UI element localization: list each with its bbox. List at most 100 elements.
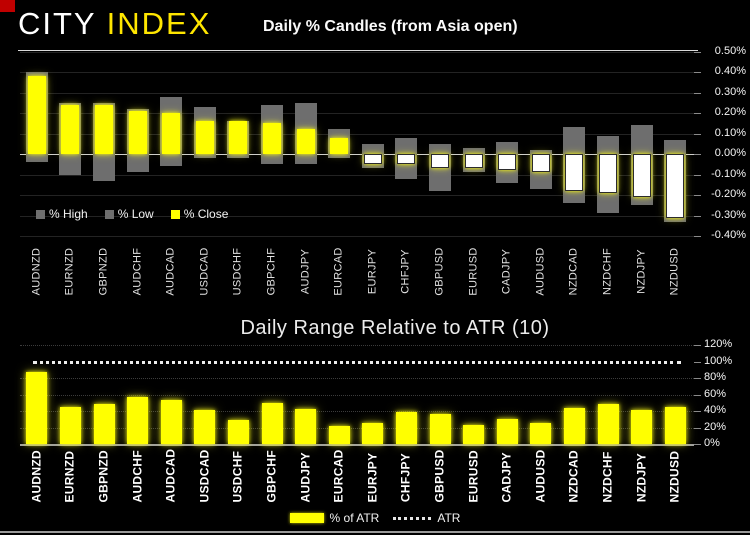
candle-low-bar xyxy=(25,154,48,163)
y-axis-tick xyxy=(694,215,701,217)
gridline xyxy=(20,133,694,135)
candle-close-bar xyxy=(27,76,46,154)
x-axis-label: NZDCAD xyxy=(566,450,581,503)
candle-close-bar xyxy=(162,113,181,154)
atr-percent-bar xyxy=(496,419,518,444)
candle-high-bar xyxy=(563,127,586,154)
x-axis-label: NZDUSD xyxy=(667,450,682,503)
candle-close-bar xyxy=(128,110,147,154)
zero-gridline xyxy=(20,154,694,155)
legend-swatch xyxy=(289,513,324,523)
y-axis-tick xyxy=(694,394,701,396)
legend-label: ATR xyxy=(437,511,461,525)
y-axis-tick-label: 0.40% xyxy=(714,65,746,77)
x-axis-label: AUDNZD xyxy=(29,450,44,503)
x-axis-label: NZDCHF xyxy=(600,451,615,503)
gridline xyxy=(20,92,694,94)
atr-percent-bar xyxy=(563,407,585,444)
candle-close-bar xyxy=(397,154,416,165)
atr-percent-bar xyxy=(631,410,653,444)
logo-index-text: INDEX xyxy=(106,6,212,41)
candle-low-bar xyxy=(93,154,115,181)
gridline xyxy=(20,195,694,196)
candle-high-bar xyxy=(630,125,653,154)
candle-low-bar xyxy=(328,154,351,159)
legend-label: % Close xyxy=(183,207,229,221)
atr-percent-bar xyxy=(362,422,384,444)
candle-close-bar xyxy=(464,154,483,169)
legend-label: % of ATR xyxy=(329,511,380,525)
chart1-title: Daily % Candles (from Asia open) xyxy=(263,18,518,35)
candle-close-bar xyxy=(61,104,80,154)
logo-city-text: CITY xyxy=(18,6,97,41)
atr-percent-bar xyxy=(664,406,686,444)
legend-item: % of ATR ATR xyxy=(289,511,461,525)
dotted-gridline xyxy=(20,411,694,413)
gridline xyxy=(20,174,694,176)
y-axis-tick-label: 100% xyxy=(704,354,733,367)
candle-high-bar xyxy=(496,141,519,154)
x-axis-label: AUDCHF xyxy=(130,450,145,503)
y-axis-tick xyxy=(694,378,701,380)
gridline xyxy=(20,215,694,217)
candle-high-bar xyxy=(361,143,384,154)
y-axis-tick xyxy=(694,92,701,94)
x-axis-label: GBPNZD xyxy=(96,450,111,503)
candle-close-bar xyxy=(363,154,382,165)
candle-close-bar xyxy=(229,121,248,154)
atr-percent-bar xyxy=(93,404,115,444)
candle-close-bar xyxy=(531,154,550,173)
candle-high-bar xyxy=(597,135,619,154)
candle-high-bar xyxy=(429,143,451,154)
legend-label: % High xyxy=(49,207,88,221)
candle-close-bar xyxy=(599,154,617,193)
gridline xyxy=(20,113,694,114)
x-axis-label: AUDUSD xyxy=(533,449,548,503)
red-corner-mark xyxy=(0,0,15,12)
candle-low-bar xyxy=(160,154,183,167)
dotted-gridline xyxy=(20,427,694,429)
legend-item: % Close xyxy=(170,207,229,221)
atr-percent-bar xyxy=(530,423,552,444)
candle-close-bar xyxy=(263,123,281,154)
candle-high-bar xyxy=(395,137,418,154)
y-axis-tick-label: 0.20% xyxy=(714,106,746,118)
y-axis-tick xyxy=(694,361,701,363)
legend-dotted-line-swatch xyxy=(393,516,432,520)
y-axis-tick-label: 60% xyxy=(704,387,727,400)
atr-percent-bar xyxy=(429,413,451,444)
x-axis-label: CHFJPY xyxy=(398,452,413,503)
y-axis-tick xyxy=(694,174,701,176)
candle-close-bar xyxy=(498,154,517,171)
y-axis-tick-label: 0.00% xyxy=(714,147,746,159)
legend-swatch xyxy=(104,209,114,219)
candle-close-bar xyxy=(296,129,315,154)
y-axis-tick xyxy=(694,427,701,429)
y-axis-tick xyxy=(694,51,701,53)
atr-percent-bar xyxy=(463,425,485,444)
candle-close-bar xyxy=(565,154,584,191)
y-axis-tick xyxy=(694,133,701,135)
y-axis-tick xyxy=(694,154,701,155)
atr-percent-bar xyxy=(127,397,149,444)
atr-percent-bar xyxy=(26,371,48,444)
y-axis-tick-label: 80% xyxy=(704,371,727,384)
candle-close-bar xyxy=(330,137,349,154)
x-axis-label: AUDJPY xyxy=(298,452,313,503)
x-axis-label: EURCAD xyxy=(331,449,346,503)
candle-low-bar xyxy=(261,154,283,165)
y-axis-tick-label: 40% xyxy=(704,404,727,417)
atr-percent-bar xyxy=(597,404,619,444)
dotted-gridline xyxy=(20,378,694,380)
x-axis-label: CADJPY xyxy=(499,452,514,503)
gridline xyxy=(20,51,694,53)
x-axis-label: EURNZD xyxy=(62,450,77,503)
y-axis-tick xyxy=(694,72,701,73)
x-axis-label: GBPCHF xyxy=(264,450,279,503)
atr-percent-bar xyxy=(395,411,417,444)
y-axis-tick xyxy=(694,444,701,445)
y-axis-tick-label: -0.40% xyxy=(711,229,746,241)
atr-percent-bar xyxy=(59,406,81,444)
